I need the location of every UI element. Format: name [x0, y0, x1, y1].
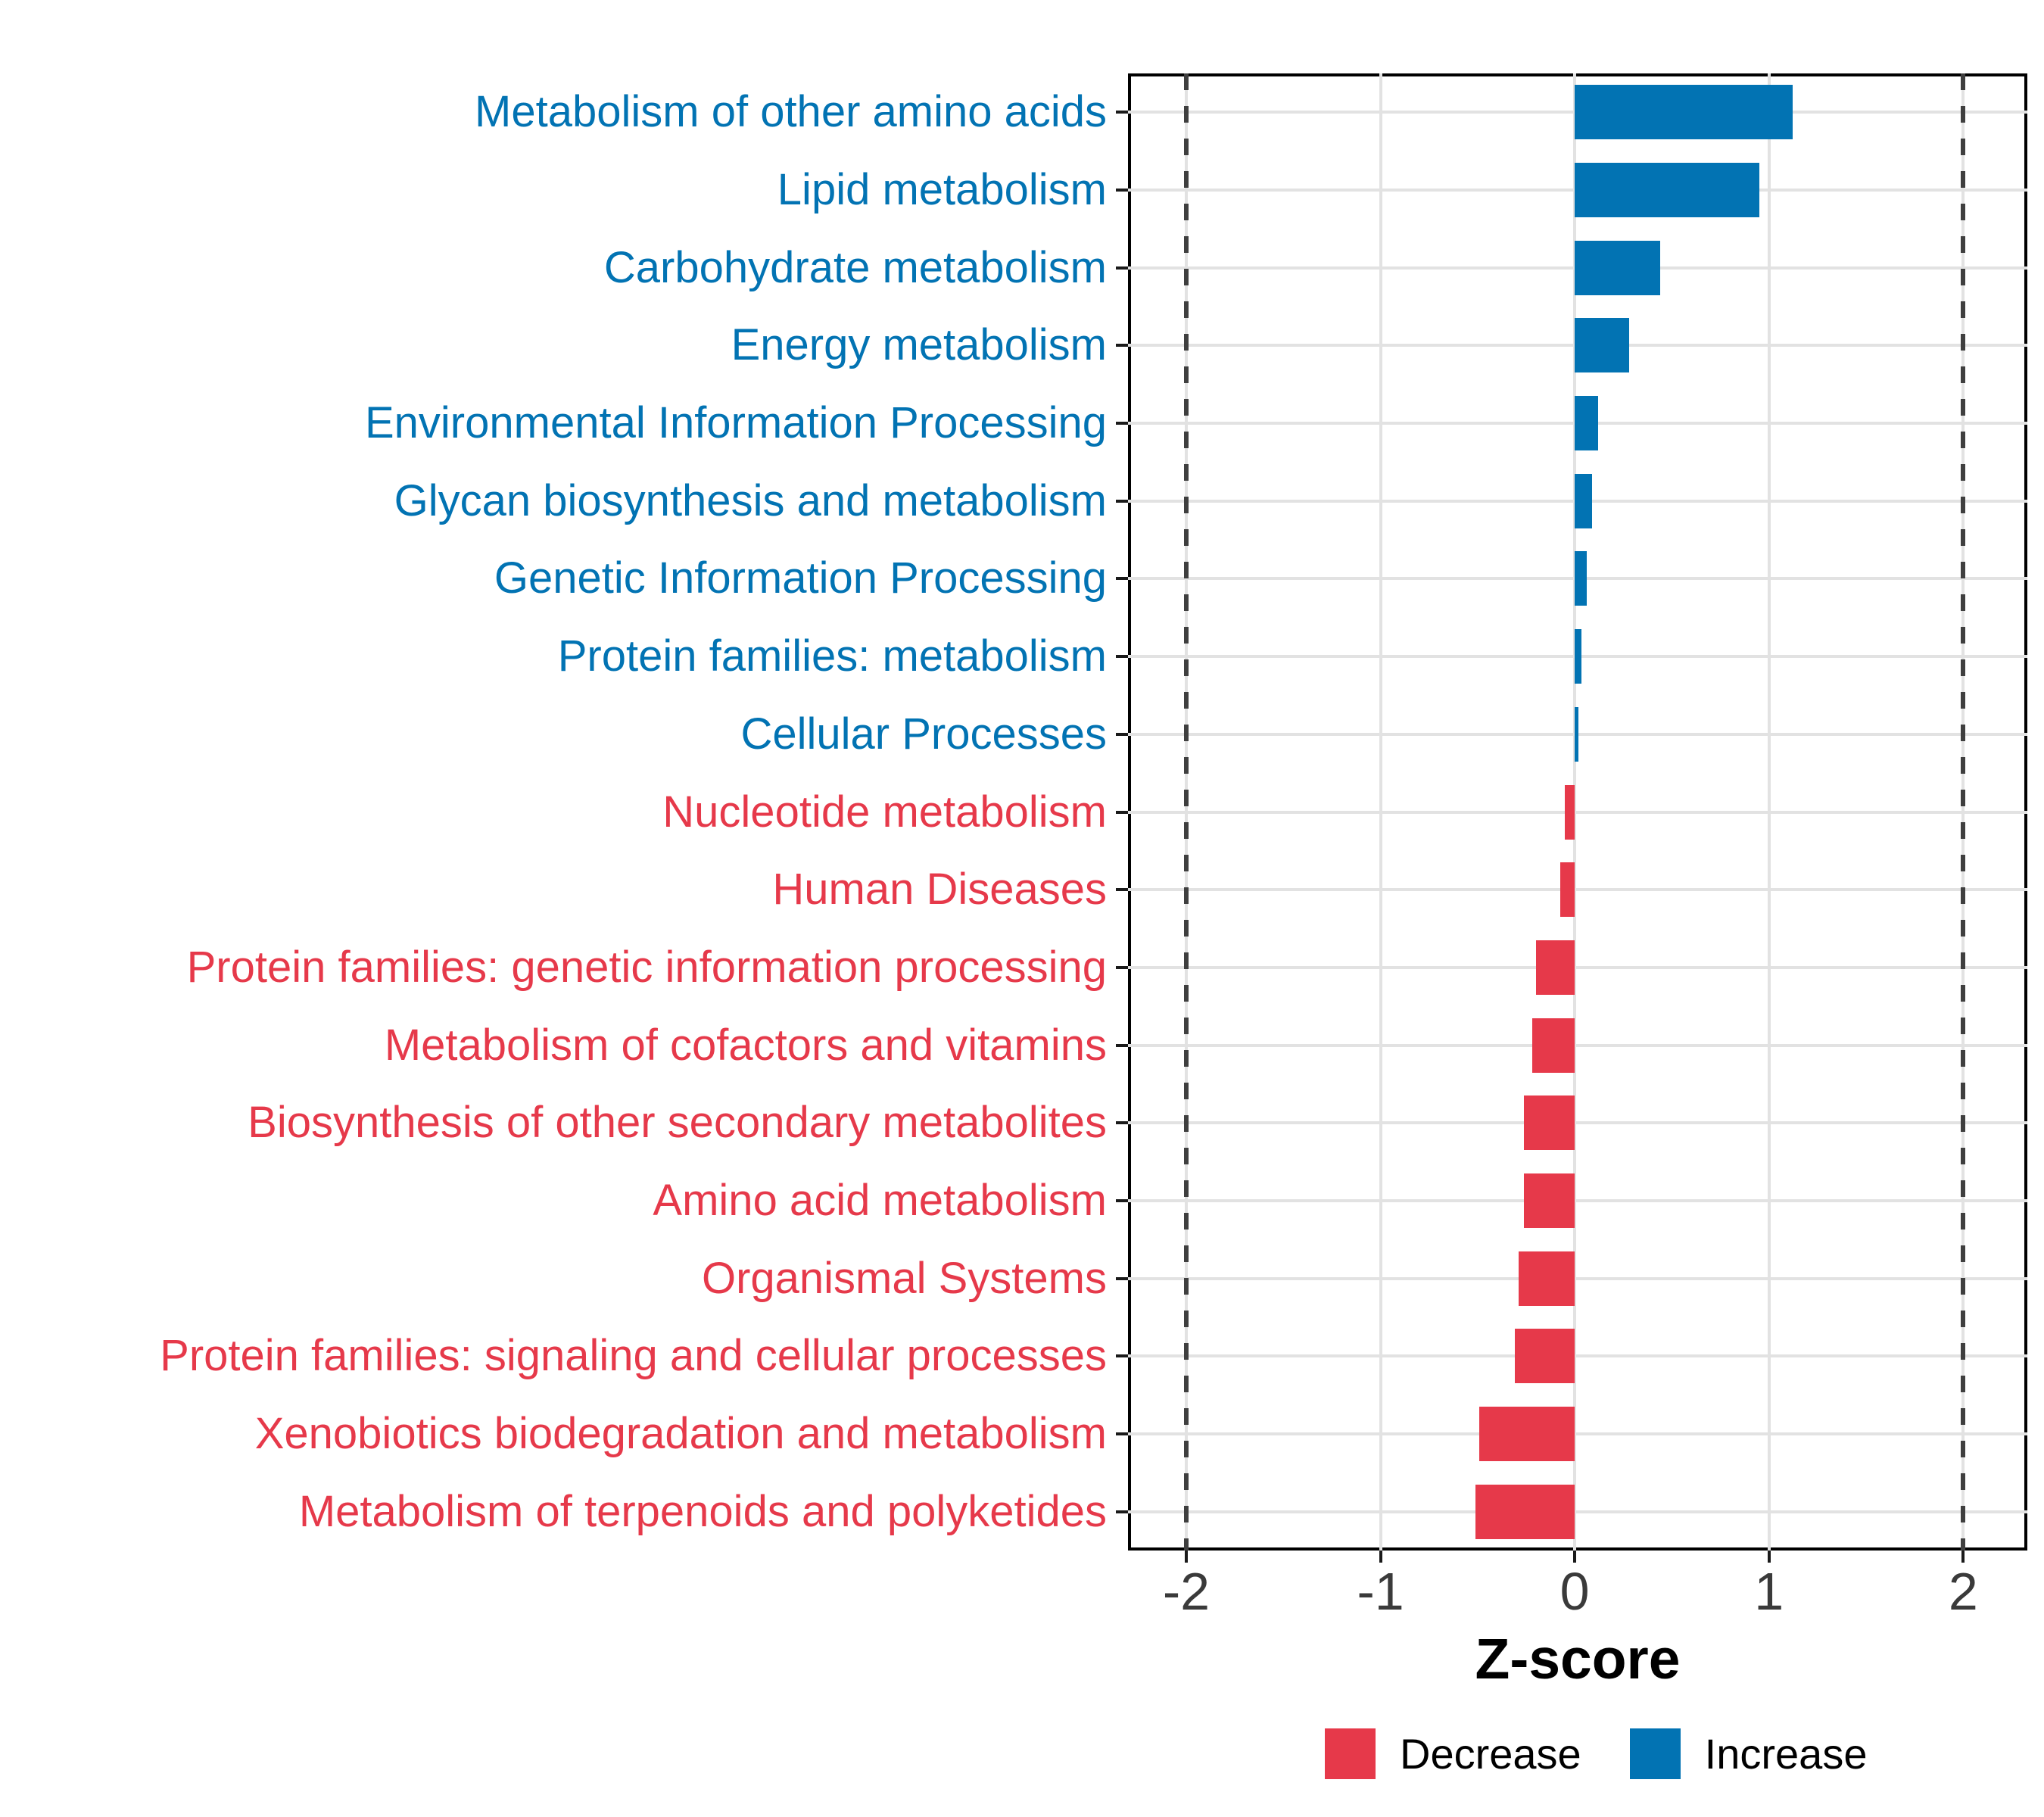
gridline-vertical: [1379, 73, 1382, 1551]
y-tick-mark: [1116, 732, 1128, 736]
category-label: Protein families: signaling and cellular…: [160, 1331, 1107, 1381]
bar: [1575, 163, 1759, 218]
bar: [1575, 240, 1661, 295]
gridline-horizontal: [1128, 888, 2027, 892]
bar: [1524, 1095, 1575, 1151]
plot-panel: [1128, 73, 2027, 1551]
y-tick-mark: [1116, 189, 1128, 192]
category-label: Amino acid metabolism: [653, 1175, 1107, 1225]
category-label: Human Diseases: [772, 865, 1107, 915]
y-tick-mark: [1116, 577, 1128, 581]
category-label: Metabolism of terpenoids and polyketides: [298, 1486, 1107, 1536]
category-label: Nucleotide metabolism: [662, 787, 1107, 837]
legend-item-decrease: Decrease: [1325, 1728, 1581, 1779]
legend-item-increase: Increase: [1629, 1728, 1868, 1779]
x-tick-mark: [1961, 1551, 1965, 1563]
bar: [1575, 318, 1629, 373]
x-tick-label: -1: [1357, 1562, 1404, 1621]
bar: [1479, 1406, 1575, 1461]
category-label: Genetic Information Processing: [494, 553, 1107, 603]
y-tick-mark: [1116, 266, 1128, 270]
gridline-vertical: [1767, 73, 1771, 1551]
bar: [1575, 85, 1793, 140]
bar: [1535, 940, 1575, 995]
x-tick-label: 2: [1948, 1562, 1978, 1621]
bar: [1575, 551, 1587, 606]
reference-line-dashed: [1183, 73, 1189, 1551]
category-label: Xenobiotics biodegradation and metabolis…: [254, 1408, 1107, 1458]
gridline-horizontal: [1128, 1198, 2027, 1202]
legend-swatch-increase: [1629, 1728, 1681, 1779]
y-tick-mark: [1116, 1432, 1128, 1435]
x-tick-label: 0: [1559, 1562, 1590, 1621]
y-tick-mark: [1116, 1354, 1128, 1358]
bar: [1575, 473, 1593, 528]
category-label: Environmental Information Processing: [364, 398, 1107, 448]
y-tick-mark: [1116, 1510, 1128, 1513]
y-tick-mark: [1116, 810, 1128, 814]
category-label: Biosynthesis of other secondary metaboli…: [248, 1098, 1107, 1148]
x-tick-mark: [1184, 1551, 1188, 1563]
x-tick-mark: [1573, 1551, 1577, 1563]
legend-swatch-decrease: [1325, 1728, 1376, 1779]
y-tick-mark: [1116, 422, 1128, 425]
legend-label-decrease: Decrease: [1400, 1730, 1581, 1778]
y-tick-mark: [1116, 111, 1128, 114]
category-label: Protein families: metabolism: [557, 631, 1107, 681]
y-tick-mark: [1116, 344, 1128, 348]
category-label: Lipid metabolism: [777, 165, 1107, 215]
category-label: Energy metabolism: [731, 320, 1107, 370]
bar: [1518, 1251, 1575, 1306]
legend: Decrease Increase: [1325, 1728, 1867, 1779]
gridline-horizontal: [1128, 1354, 2027, 1358]
legend-label-increase: Increase: [1704, 1730, 1868, 1778]
x-tick-mark: [1379, 1551, 1382, 1563]
x-tick-label: -2: [1162, 1562, 1211, 1621]
category-label: Carbohydrate metabolism: [603, 242, 1107, 292]
y-tick-mark: [1116, 655, 1128, 659]
bar: [1559, 862, 1575, 918]
y-tick-mark: [1116, 965, 1128, 969]
x-axis-title: Z-score: [1475, 1627, 1681, 1691]
gridline-vertical: [1573, 73, 1577, 1551]
reference-line-dashed: [1961, 73, 1966, 1551]
category-label: Metabolism of other amino acids: [475, 87, 1107, 137]
y-tick-mark: [1116, 1276, 1128, 1280]
gridline-horizontal: [1128, 1276, 2027, 1280]
category-label: Cellular Processes: [740, 709, 1107, 759]
gridline-horizontal: [1128, 1043, 2027, 1047]
y-tick-mark: [1116, 1121, 1128, 1125]
y-tick-mark: [1116, 499, 1128, 503]
y-tick-mark: [1116, 888, 1128, 892]
bar: [1514, 1329, 1575, 1384]
category-label: Organismal Systems: [701, 1253, 1107, 1303]
y-tick-mark: [1116, 1198, 1128, 1202]
bar: [1575, 706, 1579, 762]
y-tick-mark: [1116, 1043, 1128, 1047]
category-label: Metabolism of cofactors and vitamins: [384, 1020, 1107, 1070]
gridline-horizontal: [1128, 810, 2027, 814]
bar: [1575, 629, 1582, 684]
gridline-horizontal: [1128, 965, 2027, 969]
bar: [1575, 396, 1598, 451]
category-label: Protein families: genetic information pr…: [186, 942, 1107, 992]
bar: [1565, 784, 1575, 840]
gridline-horizontal: [1128, 1121, 2027, 1125]
x-tick-mark: [1767, 1551, 1771, 1563]
bar: [1475, 1484, 1575, 1539]
gridline-horizontal: [1128, 1432, 2027, 1435]
category-label: Glycan biosynthesis and metabolism: [394, 475, 1107, 525]
gridline-horizontal: [1128, 1510, 2027, 1513]
bar: [1531, 1018, 1575, 1073]
x-tick-label: 1: [1754, 1562, 1784, 1621]
bar: [1524, 1173, 1575, 1228]
